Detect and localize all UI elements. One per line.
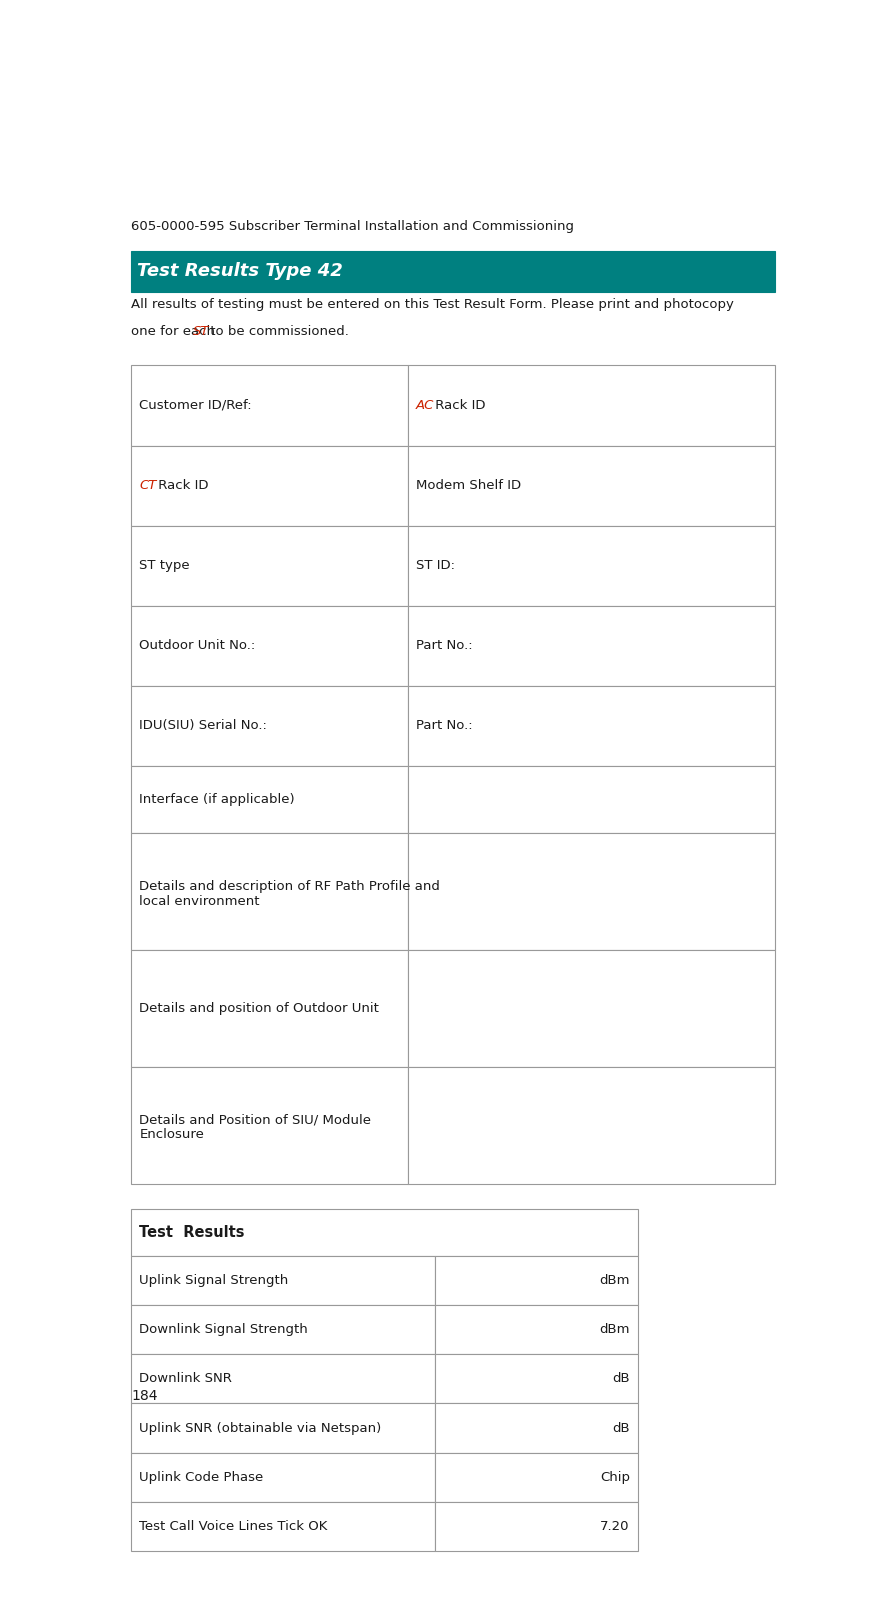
Text: All results of testing must be entered on this Test Result Form. Please print an: All results of testing must be entered o… [131,297,734,310]
Bar [408,950,775,1067]
Bar [131,446,408,526]
Text: Uplink Code Phase: Uplink Code Phase [140,1471,263,1484]
Text: Interface (if applicable): Interface (if applicable) [140,793,295,806]
Bar [408,686,775,766]
Text: dB: dB [613,1422,629,1434]
Text: Outdoor Unit No.:: Outdoor Unit No.: [140,640,255,652]
Text: Customer ID/Ref:: Customer ID/Ref: [140,400,252,413]
Bar [408,1067,775,1185]
Bar [408,446,775,526]
Bar [131,766,408,833]
Text: Uplink SNR (obtainable via Netspan): Uplink SNR (obtainable via Netspan) [140,1422,382,1434]
Text: 605-0000-595 Subscriber Terminal Installation and Commissioning: 605-0000-595 Subscriber Terminal Install… [131,221,574,233]
Text: dBm: dBm [599,1322,629,1337]
Text: dBm: dBm [599,1274,629,1287]
Bar [131,686,408,766]
Text: Test Results Type 42: Test Results Type 42 [136,262,342,280]
Text: Part No.:: Part No.: [416,640,473,652]
Text: 184: 184 [131,1390,157,1404]
Bar [435,1404,638,1452]
Text: to be commissioned.: to be commissioned. [207,325,349,337]
Bar [131,1255,435,1305]
Bar [408,366,775,446]
Bar [408,606,775,686]
Text: Uplink Signal Strength: Uplink Signal Strength [140,1274,288,1287]
Text: CT: CT [140,480,156,492]
Text: Details and position of Outdoor Unit: Details and position of Outdoor Unit [140,1003,379,1015]
Bar [131,1452,435,1501]
Text: IDU(SIU) Serial No.:: IDU(SIU) Serial No.: [140,720,267,732]
Text: ST type: ST type [140,560,190,572]
Text: ST ID:: ST ID: [416,560,455,572]
Bar [131,526,408,606]
Bar [131,251,775,291]
Text: Chip: Chip [600,1471,629,1484]
Text: ST: ST [193,325,210,337]
Bar [408,766,775,833]
Bar [131,950,408,1067]
Text: dB: dB [613,1372,629,1385]
Bar [131,1067,408,1185]
Bar [435,1354,638,1404]
Bar [131,1501,435,1551]
Text: Rack ID: Rack ID [431,400,486,413]
Bar [435,1452,638,1501]
Bar [131,366,408,446]
Text: Downlink Signal Strength: Downlink Signal Strength [140,1322,308,1337]
Text: Part No.:: Part No.: [416,720,473,732]
Text: one for each: one for each [131,325,219,337]
Text: Details and Position of SIU/ Module
Enclosure: Details and Position of SIU/ Module Encl… [140,1113,371,1142]
Bar [131,1354,435,1404]
Bar [408,833,775,950]
Text: Details and description of RF Path Profile and
local environment: Details and description of RF Path Profi… [140,879,440,908]
Bar [131,1305,435,1354]
Bar [131,1209,638,1255]
Bar [408,526,775,606]
Bar [131,606,408,686]
Text: AC: AC [416,400,435,413]
Bar [435,1501,638,1551]
Bar [131,1404,435,1452]
Bar [435,1305,638,1354]
Bar [435,1255,638,1305]
Bar [131,833,408,950]
Text: Rack ID: Rack ID [155,480,209,492]
Text: Downlink SNR: Downlink SNR [140,1372,232,1385]
Text: Test Call Voice Lines Tick OK: Test Call Voice Lines Tick OK [140,1521,328,1533]
Text: Modem Shelf ID: Modem Shelf ID [416,480,522,492]
Text: Test  Results: Test Results [140,1225,245,1239]
Text: 7.20: 7.20 [600,1521,629,1533]
